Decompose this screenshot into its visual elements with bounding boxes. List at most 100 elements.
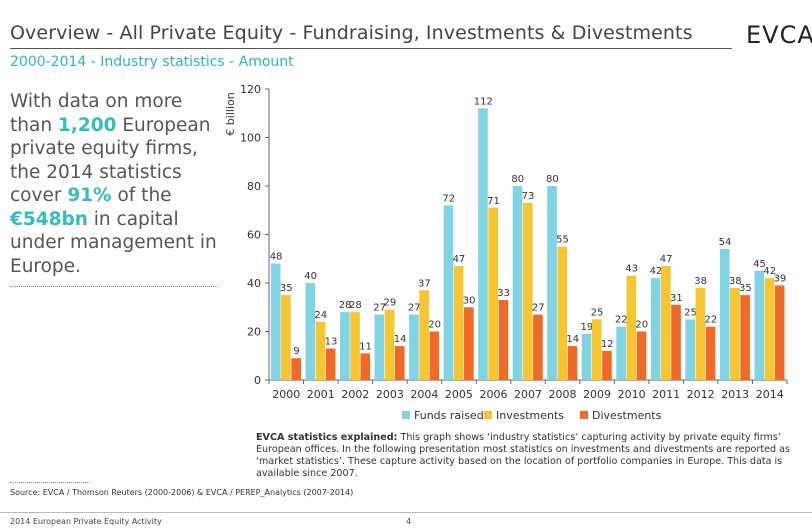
legend-label: Funds raised [414, 409, 484, 422]
x-tick-label: 2004 [410, 388, 438, 401]
bar [522, 202, 533, 380]
y-tick-label: 20 [247, 326, 261, 339]
bar [626, 275, 637, 380]
data-label: 48 [270, 252, 283, 263]
data-label: 35 [280, 283, 293, 294]
x-tick-label: 2013 [721, 388, 749, 401]
data-label: 28 [349, 300, 362, 311]
bar [591, 319, 602, 380]
y-tick-label: 0 [254, 374, 261, 387]
bar [695, 287, 706, 380]
legend-swatch [484, 411, 492, 419]
bar [616, 326, 626, 380]
bar [325, 348, 336, 380]
data-label: 71 [487, 196, 500, 207]
bar [661, 266, 671, 380]
data-label: 43 [625, 264, 638, 275]
page-number: 4 [406, 517, 412, 526]
bar-chart: 0 20 40 60 80 100 120€ billion 2000 48 35 9 2001 40 2… [224, 83, 788, 422]
x-tick-label: 2002 [341, 388, 369, 401]
data-label: 47 [453, 254, 466, 265]
x-tick-label: 2011 [652, 388, 680, 401]
bar [464, 307, 474, 380]
x-tick-label: 2001 [307, 388, 335, 401]
bar [547, 186, 557, 380]
data-label: 22 [704, 315, 717, 326]
data-label: 27 [532, 303, 545, 314]
bar [453, 266, 464, 380]
bar [350, 312, 360, 380]
data-label: 19 [580, 322, 593, 333]
title-divider [10, 48, 732, 49]
x-tick-label: 2012 [687, 388, 715, 401]
data-label: 20 [428, 320, 441, 331]
bar [374, 314, 385, 380]
intro-part-3: of the [111, 185, 172, 206]
data-label: 40 [304, 271, 317, 282]
data-label: 33 [497, 288, 510, 299]
bar [581, 333, 592, 380]
y-tick-label: 60 [247, 229, 261, 242]
data-label: 29 [383, 298, 396, 309]
source-divider [10, 482, 90, 483]
page-subtitle: 2000-2014 - Industry statistics - Amount [10, 54, 294, 70]
data-label: 11 [359, 341, 372, 352]
bar [740, 295, 750, 380]
data-label: 38 [694, 276, 707, 287]
bar [281, 295, 291, 380]
data-label: 80 [511, 174, 524, 185]
x-tick-label: 2005 [445, 388, 473, 401]
data-label: 37 [418, 278, 431, 289]
data-label: 22 [615, 315, 628, 326]
intro-highlight-firms: 1,200 [57, 114, 117, 136]
bar [305, 283, 316, 380]
evca-logo: EVCA [746, 21, 812, 49]
data-label: 30 [463, 295, 476, 306]
data-label: 25 [591, 307, 604, 318]
bar [567, 346, 578, 380]
bar [315, 321, 326, 380]
bar [557, 246, 568, 380]
bar [764, 278, 775, 380]
intro-highlight-coverage: 91% [67, 185, 112, 206]
bar [429, 331, 440, 380]
intro-highlight-capital: €548bn [10, 208, 88, 230]
x-tick-label: 2003 [376, 388, 404, 401]
data-label: 72 [442, 193, 455, 204]
y-tick-label: 120 [240, 83, 261, 96]
footer-divider [0, 512, 812, 513]
intro-divider [10, 286, 218, 287]
data-label: 55 [556, 235, 569, 246]
y-tick-label: 100 [240, 132, 261, 145]
data-label: 42 [763, 266, 776, 277]
x-tick-label: 2007 [514, 388, 542, 401]
data-label: 27 [373, 303, 386, 314]
data-label: 42 [650, 266, 663, 277]
bar [384, 309, 395, 380]
data-label: 39 [774, 273, 787, 284]
data-label: 35 [739, 283, 752, 294]
y-tick-label: 80 [247, 180, 261, 193]
bar [671, 304, 681, 380]
x-tick-label: 2008 [549, 388, 577, 401]
source-note: Source: EVCA / Thomson Reuters (2000-200… [10, 488, 354, 497]
bar [443, 205, 454, 380]
bar [533, 314, 543, 380]
bar [685, 319, 695, 380]
bar [774, 285, 785, 380]
data-label: 20 [635, 320, 648, 331]
bar [409, 314, 419, 380]
bar [291, 358, 301, 380]
statistics-explanation: EVCA statistics explained: This graph sh… [256, 432, 804, 480]
data-label: 27 [408, 303, 421, 314]
bar [754, 270, 765, 380]
page-title: Overview - All Private Equity - Fundrais… [10, 22, 693, 44]
x-tick-label: 2009 [583, 388, 611, 401]
bar [512, 186, 523, 380]
bar [340, 312, 350, 380]
data-label: 24 [314, 310, 327, 321]
bar [636, 331, 647, 380]
y-tick-label: 40 [247, 277, 261, 290]
y-axis-label: € billion [224, 92, 237, 135]
bar [705, 326, 716, 380]
